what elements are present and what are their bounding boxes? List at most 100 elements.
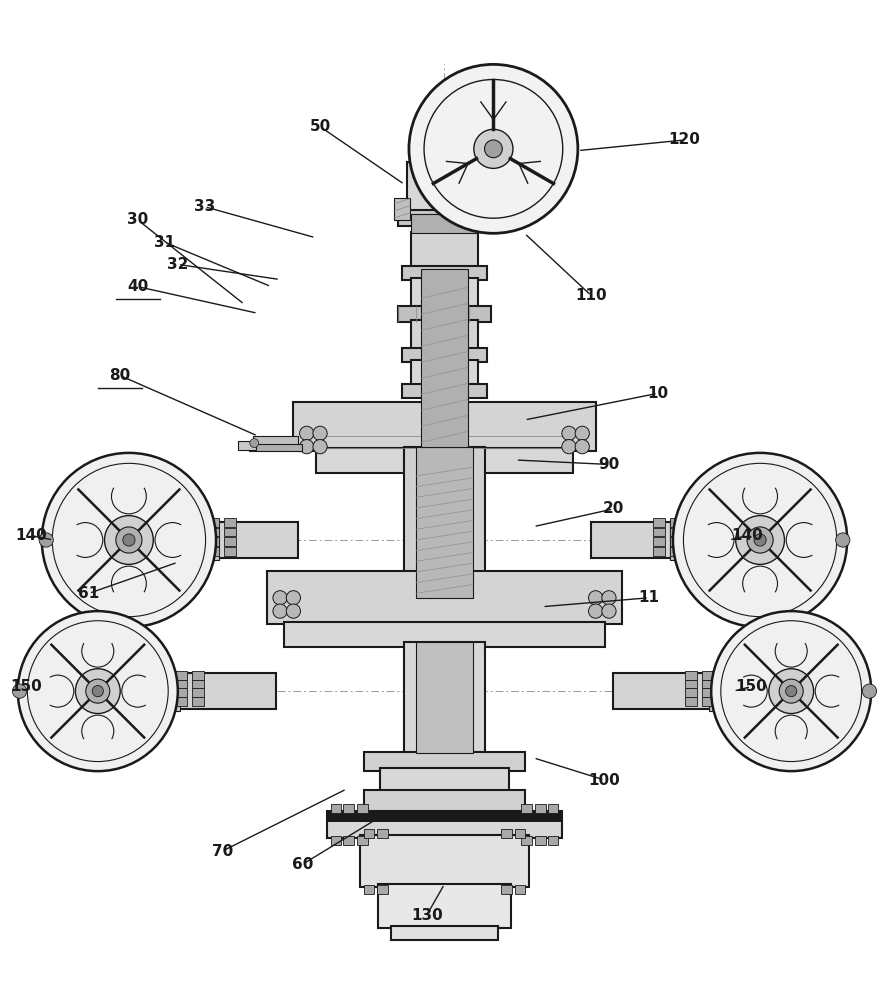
- Circle shape: [42, 453, 216, 627]
- Bar: [653, 528, 665, 536]
- Text: 110: 110: [575, 288, 607, 303]
- Bar: [169, 517, 183, 526]
- Circle shape: [562, 440, 576, 454]
- Bar: [206, 518, 219, 527]
- Bar: [416, 447, 473, 598]
- Bar: [327, 810, 562, 822]
- Bar: [402, 266, 487, 280]
- Circle shape: [105, 516, 153, 564]
- Bar: [743, 680, 757, 688]
- Bar: [685, 688, 697, 697]
- Bar: [421, 269, 468, 447]
- Bar: [706, 538, 720, 547]
- Bar: [702, 671, 715, 680]
- Bar: [411, 278, 478, 309]
- Bar: [357, 836, 368, 845]
- Bar: [360, 835, 529, 887]
- Bar: [238, 441, 256, 450]
- Text: 140: 140: [731, 528, 763, 543]
- Circle shape: [836, 533, 850, 547]
- Bar: [206, 528, 219, 536]
- Bar: [535, 836, 546, 845]
- Bar: [378, 884, 511, 928]
- Text: 140: 140: [15, 528, 47, 543]
- Bar: [402, 384, 487, 398]
- Text: 50: 50: [309, 119, 331, 134]
- Bar: [364, 790, 525, 813]
- Bar: [169, 528, 183, 536]
- Bar: [185, 514, 201, 566]
- Bar: [416, 642, 473, 753]
- Bar: [613, 673, 711, 709]
- Circle shape: [562, 426, 576, 440]
- Bar: [132, 688, 146, 697]
- Circle shape: [485, 140, 502, 158]
- Bar: [706, 528, 720, 536]
- Text: 80: 80: [109, 368, 131, 383]
- Bar: [224, 537, 236, 546]
- Bar: [364, 885, 374, 894]
- Circle shape: [300, 440, 314, 454]
- Circle shape: [589, 604, 603, 618]
- Text: 20: 20: [603, 501, 624, 516]
- Bar: [653, 547, 665, 556]
- Bar: [253, 436, 298, 447]
- Bar: [402, 348, 487, 362]
- Circle shape: [286, 604, 300, 618]
- Circle shape: [273, 604, 287, 618]
- Bar: [706, 517, 720, 526]
- Circle shape: [12, 684, 27, 698]
- Circle shape: [39, 533, 53, 547]
- Bar: [404, 642, 485, 753]
- Bar: [192, 680, 204, 688]
- Text: 100: 100: [589, 773, 621, 788]
- Circle shape: [123, 534, 135, 546]
- Bar: [364, 752, 525, 771]
- Bar: [267, 571, 622, 624]
- Circle shape: [736, 516, 784, 564]
- Bar: [702, 688, 715, 697]
- Bar: [394, 198, 410, 220]
- Bar: [196, 519, 219, 560]
- Bar: [293, 402, 596, 451]
- Text: 90: 90: [598, 457, 620, 472]
- Bar: [548, 836, 558, 845]
- Circle shape: [711, 611, 871, 771]
- Circle shape: [786, 686, 797, 697]
- Text: 30: 30: [127, 212, 148, 227]
- Circle shape: [300, 426, 314, 440]
- Bar: [160, 672, 180, 711]
- Bar: [743, 697, 757, 706]
- Bar: [169, 549, 183, 558]
- Bar: [521, 804, 532, 813]
- Circle shape: [575, 440, 589, 454]
- Bar: [377, 885, 388, 894]
- Bar: [521, 836, 532, 845]
- Bar: [192, 671, 204, 680]
- Bar: [327, 811, 562, 838]
- Bar: [706, 549, 720, 558]
- Bar: [169, 538, 183, 547]
- Bar: [688, 514, 704, 566]
- Circle shape: [589, 591, 603, 605]
- Circle shape: [273, 591, 287, 605]
- Bar: [653, 518, 665, 527]
- Circle shape: [769, 669, 813, 714]
- Bar: [411, 232, 478, 269]
- Text: 150: 150: [11, 679, 43, 694]
- Bar: [331, 804, 341, 813]
- Bar: [148, 669, 162, 717]
- Bar: [380, 768, 509, 792]
- Circle shape: [673, 453, 847, 627]
- Bar: [515, 829, 525, 838]
- Bar: [364, 829, 374, 838]
- Bar: [249, 444, 302, 451]
- Bar: [743, 688, 757, 697]
- Bar: [411, 360, 478, 386]
- Bar: [398, 210, 491, 226]
- Circle shape: [754, 534, 766, 546]
- Circle shape: [313, 426, 327, 440]
- Bar: [404, 447, 485, 598]
- Bar: [132, 680, 146, 688]
- Bar: [398, 306, 491, 322]
